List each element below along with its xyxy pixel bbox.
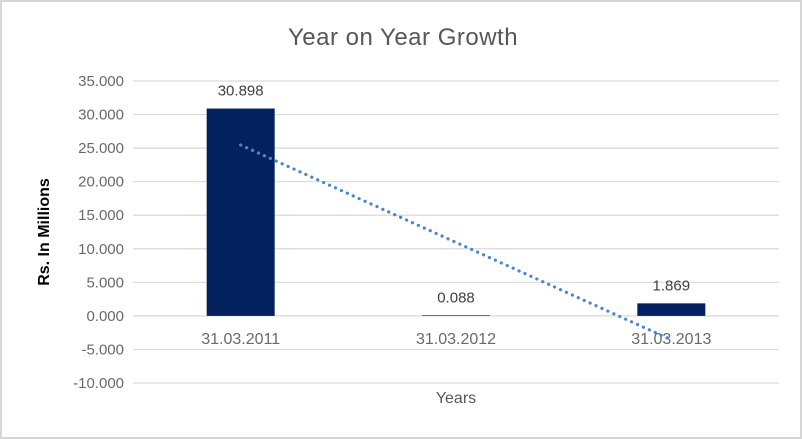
y-tick-label: 30.000	[78, 107, 124, 124]
chart-title: Year on Year Growth	[287, 24, 519, 51]
x-category-label: 31.03.2012	[416, 331, 496, 348]
y-tick-label: 10.000	[78, 241, 124, 258]
bar[interactable]	[637, 303, 706, 316]
y-tick-label: -5.000	[81, 341, 124, 358]
data-label: 1.869	[653, 277, 691, 294]
y-tick-label: -10.000	[73, 375, 124, 392]
trendline[interactable]	[239, 143, 673, 342]
data-label: 30.898	[218, 83, 264, 100]
x-category-label: 31.03.2011	[201, 331, 280, 348]
x-category-label: 31.03.2013	[631, 331, 711, 348]
y-tick-label: 5.000	[86, 274, 124, 291]
y-tick-label: 0.000	[86, 308, 124, 325]
y-tick-label: 35.000	[78, 73, 124, 90]
y-tick-label: 15.000	[78, 207, 124, 224]
x-axis-title: Years	[435, 390, 477, 407]
data-label: 0.088	[437, 289, 475, 306]
bar[interactable]	[206, 108, 275, 316]
bar[interactable]	[422, 315, 490, 316]
y-tick-label: 25.000	[78, 140, 124, 157]
y-tick-label: 20.000	[78, 174, 124, 191]
